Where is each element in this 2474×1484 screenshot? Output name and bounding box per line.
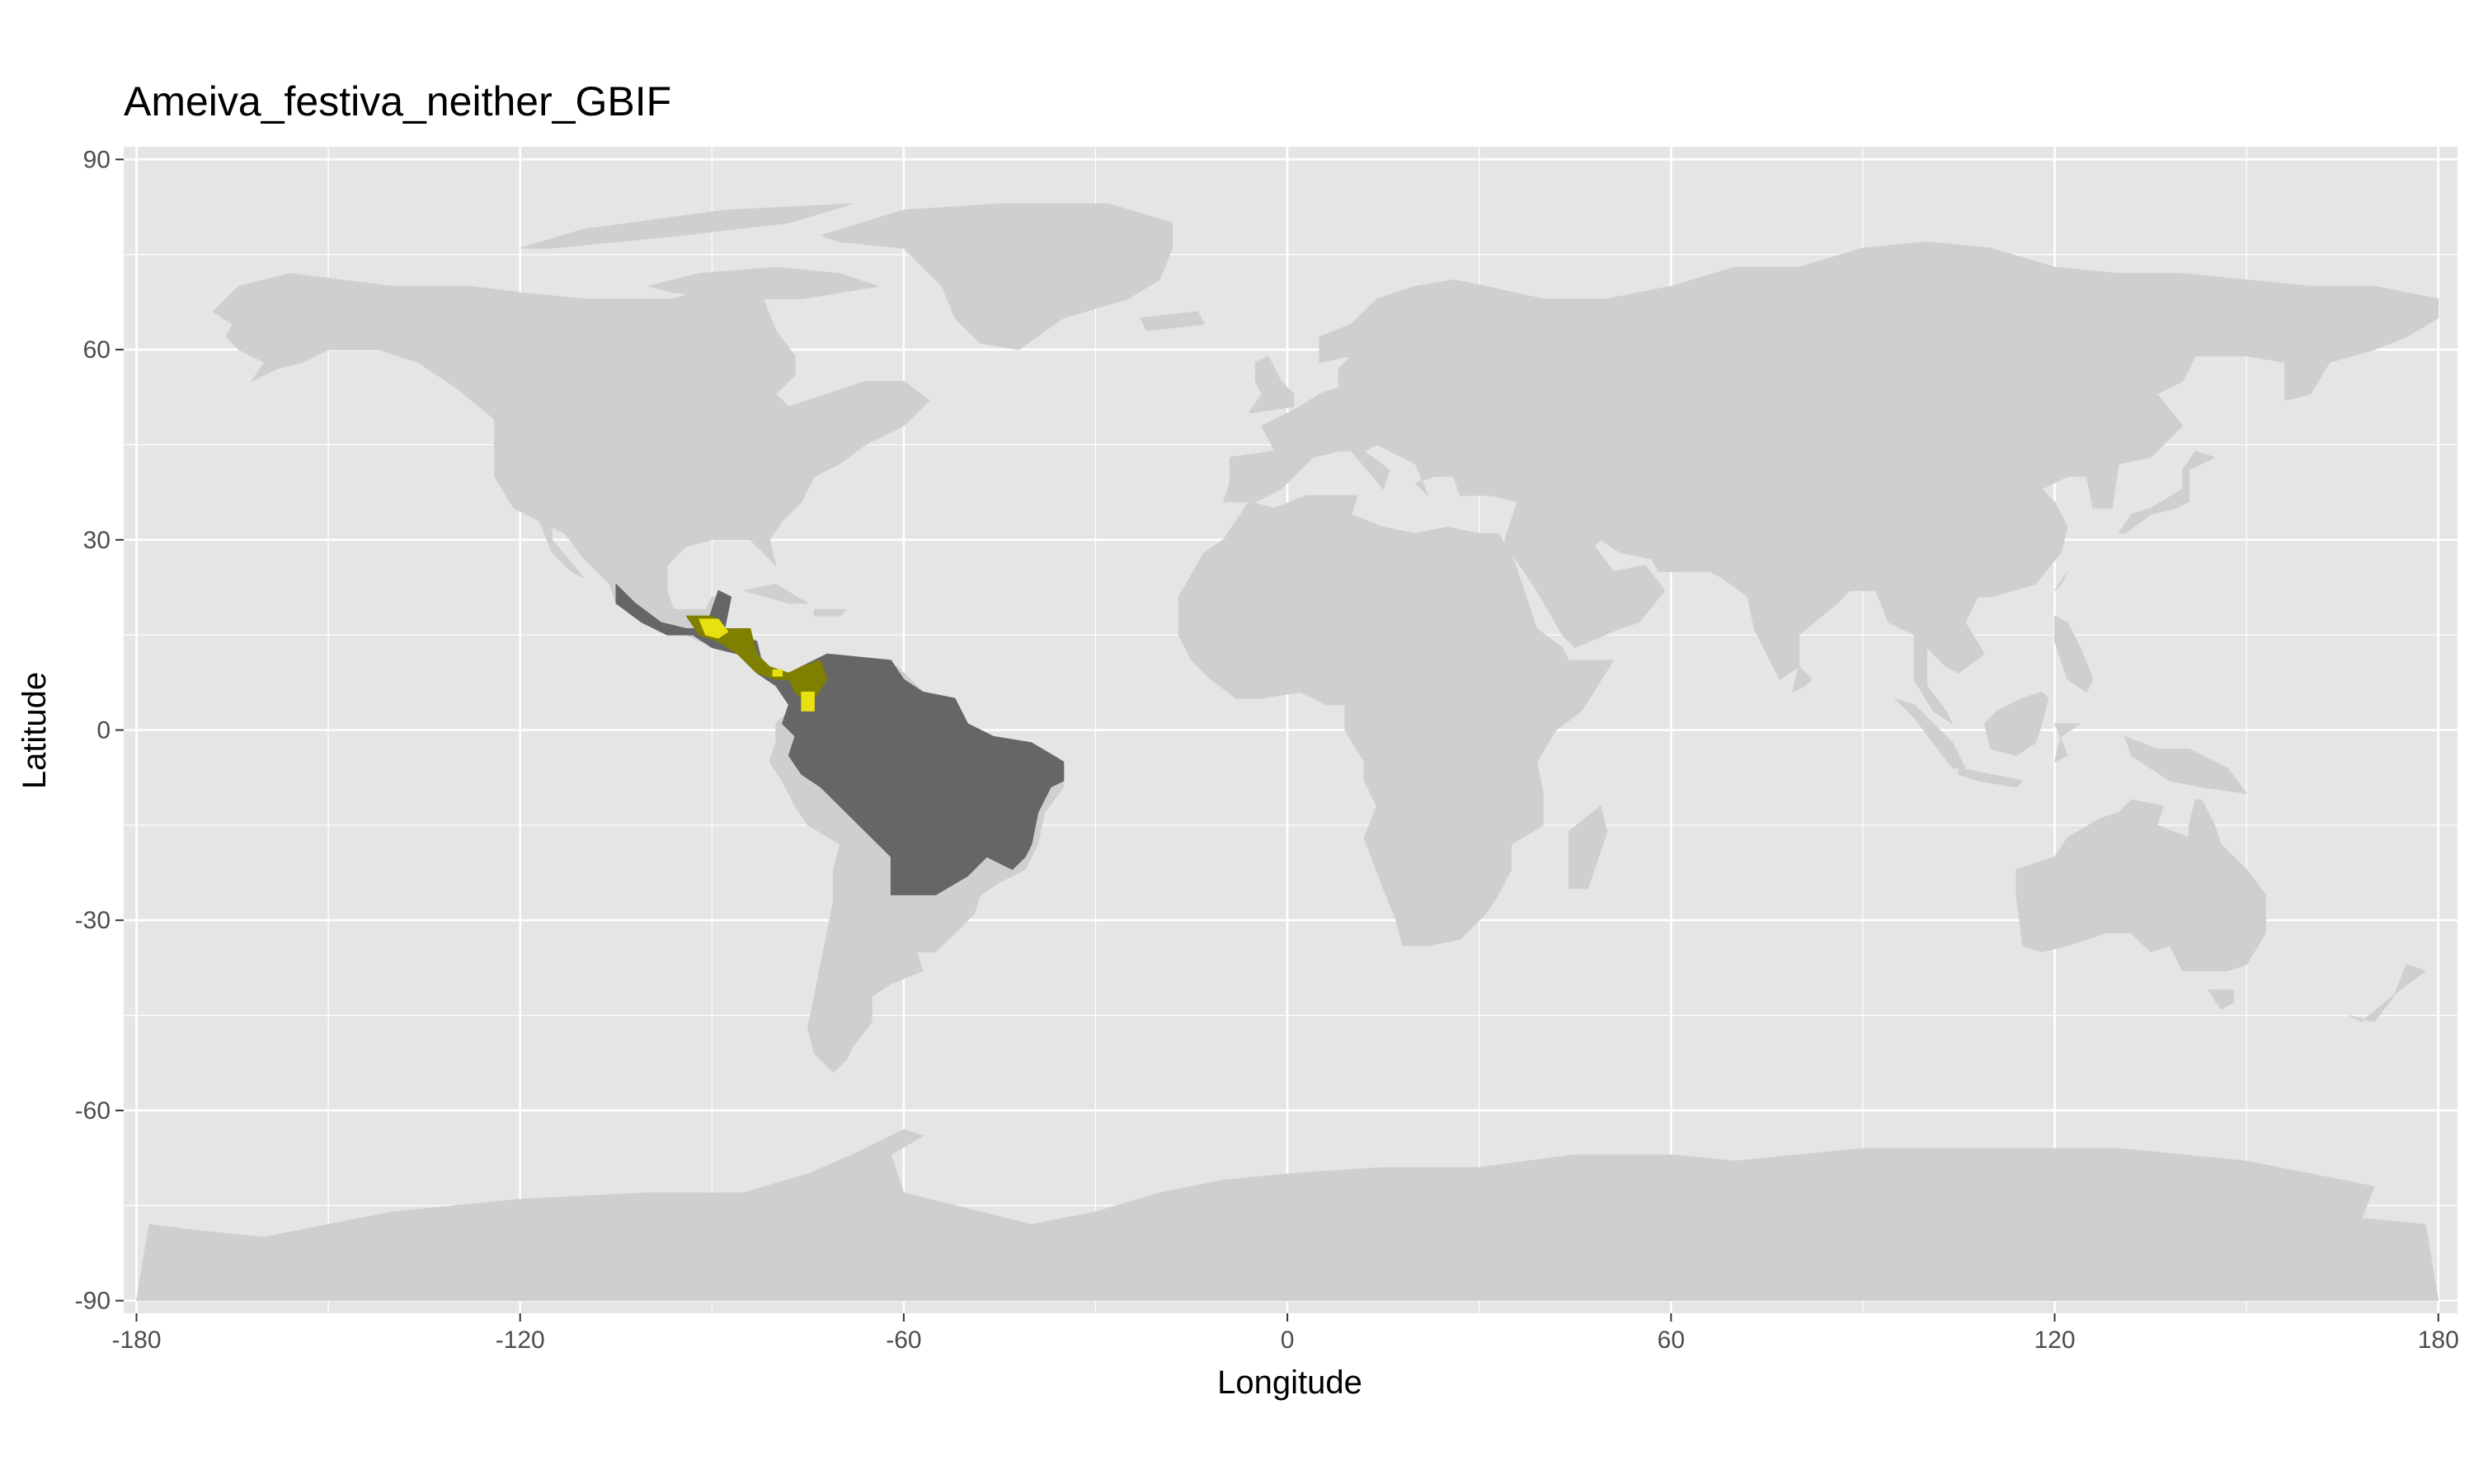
land-polygon xyxy=(2054,615,2094,693)
land-polygon xyxy=(1223,241,2439,725)
land-polygon xyxy=(1958,768,2024,788)
x-tick-label: 180 xyxy=(2418,1327,2459,1354)
land-polygon xyxy=(2054,571,2068,591)
y-tick-label: 90 xyxy=(83,146,111,173)
map-layers xyxy=(136,203,2439,1302)
land-polygon xyxy=(647,266,879,300)
land-polygon xyxy=(1140,311,1205,331)
x-tick-label: -60 xyxy=(886,1327,921,1354)
x-axis-title: Longitude xyxy=(1217,1364,1362,1401)
yellow-polygon xyxy=(772,669,783,677)
land-polygon xyxy=(820,203,1174,350)
x-axis: -180 -120 -60 0 60 120 180 xyxy=(111,1313,2459,1354)
land-polygon xyxy=(1792,666,1813,693)
land-polygon xyxy=(136,1129,2439,1302)
y-axis: -90 -60 -30 0 30 60 90 xyxy=(75,146,124,1315)
yellow-polygon xyxy=(801,691,815,711)
y-tick-label: -30 xyxy=(75,907,111,934)
land-polygon xyxy=(813,608,847,617)
land-polygon xyxy=(1178,495,1614,946)
y-tick-label: 30 xyxy=(83,527,111,554)
land-polygon xyxy=(2054,723,2081,763)
land-polygon xyxy=(2118,450,2215,534)
land-polygon xyxy=(1983,691,2049,756)
land-polygon xyxy=(2348,964,2426,1022)
x-tick-label: 120 xyxy=(2034,1327,2076,1354)
plot-title: Ameiva_festiva_neither_GBIF xyxy=(124,78,671,124)
x-tick-label: 0 xyxy=(1281,1327,1295,1354)
layer-yellow xyxy=(698,618,815,711)
land-polygon xyxy=(1249,355,1295,414)
yellow-polygon xyxy=(698,618,729,639)
x-tick-label: 60 xyxy=(1658,1327,1685,1354)
land-polygon xyxy=(2124,735,2247,794)
y-tick-label: -60 xyxy=(75,1097,111,1125)
x-tick-label: -120 xyxy=(496,1327,545,1354)
land-polygon xyxy=(1568,805,1608,890)
y-tick-label: 60 xyxy=(83,336,111,364)
land-polygon xyxy=(2015,799,2266,972)
y-axis-title: Latitude xyxy=(16,672,53,789)
land-polygon xyxy=(2208,989,2235,1010)
x-tick-label: -180 xyxy=(111,1327,161,1354)
land-polygon xyxy=(520,203,854,249)
y-tick-label: 0 xyxy=(96,717,111,744)
layer-olive xyxy=(685,615,828,706)
land-polygon xyxy=(743,584,809,604)
olive-polygon xyxy=(685,615,828,706)
y-tick-label: -90 xyxy=(75,1288,111,1315)
